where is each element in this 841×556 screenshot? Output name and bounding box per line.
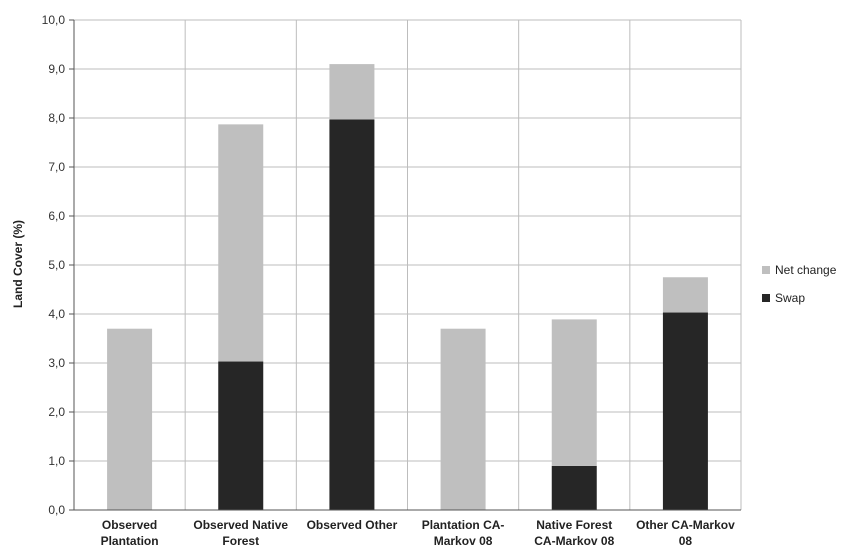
x-category-labels: Observed Plantation Observed Native Forest O… [101,518,736,548]
y-tick-label: 0,0 [48,503,65,517]
x-category-label: Plantation CA-Markov 08 [422,518,505,548]
legend-label: Swap [775,291,805,305]
y-tick-label: 4,0 [48,307,65,321]
y-tick-label: 8,0 [48,111,65,125]
grid-lines [74,19,742,511]
legend-swatch [762,294,770,302]
y-tick-label: 1,0 [48,454,65,468]
x-category-label: Other CA-Markov 08 [636,518,735,548]
bar-swap [551,465,597,510]
y-tick-label: 10,0 [42,13,66,27]
x-category-label: Observed Native Forest [193,518,288,548]
x-category-label: Observed Other [307,518,398,532]
y-tick-label: 5,0 [48,258,65,272]
y-tick-label: 7,0 [48,160,65,174]
legend-label: Net change [775,263,837,277]
legend: Net change Swap [762,263,837,305]
y-tick-label: 9,0 [48,62,65,76]
bar-net-change [107,328,153,510]
bar-net-change [329,64,375,120]
y-tick-label: 3,0 [48,356,65,370]
bar-net-change [551,319,597,466]
bar-swap [218,361,264,510]
legend-swatch [762,266,770,274]
bar-net-change [662,277,708,313]
bars-group [107,64,708,510]
y-axis-title: Land Cover (%) [11,220,25,308]
bar-net-change [218,124,264,362]
y-tick-label: 6,0 [48,209,65,223]
x-category-label: Observed Plantation [101,518,159,548]
y-tick-labels: 0,0 1,0 2,0 3,0 4,0 5,0 6,0 7,0 8,0 9,0 10,0 [42,13,66,517]
bar-net-change [440,328,486,510]
y-tick-label: 2,0 [48,405,65,419]
axes-group [69,19,741,511]
bar-swap [329,119,375,510]
bar-swap [662,312,708,510]
x-category-label: Native Forest CA-Markov 08 [534,518,614,548]
